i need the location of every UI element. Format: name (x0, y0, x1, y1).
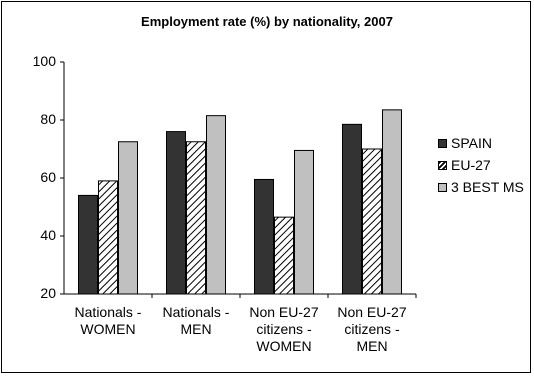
x-category-label-line: citizens - (344, 321, 400, 337)
bar-eu-27 (274, 216, 294, 295)
y-tick-label: 20 (40, 285, 56, 301)
y-tick-label: 60 (40, 169, 56, 185)
legend-swatch (438, 182, 447, 192)
bar-spain (342, 123, 362, 295)
legend-item: 3 BEST MS (438, 176, 524, 198)
bar-3-best-ms (206, 115, 226, 295)
bar-3-best-ms (382, 109, 402, 295)
x-category-label-line: Nationals - (74, 304, 142, 320)
x-category-label: Nationals - WOMEN (64, 304, 152, 338)
bar-eu-27 (186, 141, 206, 295)
legend-item: SPAIN (438, 132, 524, 154)
bar-3-best-ms (118, 141, 138, 295)
x-category-label-line: Nationals - (162, 304, 230, 320)
x-category-label-line: WOMEN (256, 338, 312, 354)
bar-spain (78, 194, 98, 295)
x-category-label-line: citizens - (256, 321, 312, 337)
x-category-label-line: Non EU-27 (337, 304, 407, 320)
legend-label: EU-27 (451, 157, 491, 173)
x-category-label-line: Non EU-27 (249, 304, 319, 320)
x-category-label: Non EU-27 citizens - WOMEN (240, 304, 328, 355)
x-category-label-line: WOMEN (80, 321, 136, 337)
bar-eu-27 (362, 148, 382, 295)
x-category-label: Nationals - MEN (152, 304, 240, 338)
bar-spain (254, 178, 274, 295)
chart-legend: SPAIN EU-27 3 BEST MS (438, 132, 524, 198)
legend-swatch (438, 138, 447, 148)
legend-item: EU-27 (438, 154, 524, 176)
y-tick-label: 80 (40, 111, 56, 127)
chart-title: Employment rate (%) by nationality, 2007 (141, 14, 393, 29)
bar-spain (166, 131, 186, 295)
y-tick-label: 40 (40, 227, 56, 243)
x-category-label-line: MEN (180, 321, 212, 337)
bar-eu-27 (98, 180, 118, 295)
x-category-label-line: MEN (356, 338, 388, 354)
bar-3-best-ms (294, 149, 314, 295)
x-category-label: Non EU-27 citizens - MEN (328, 304, 416, 355)
legend-swatch (438, 160, 447, 170)
y-tick-label: 100 (32, 53, 56, 69)
legend-label: SPAIN (451, 135, 492, 151)
legend-label: 3 BEST MS (451, 179, 524, 195)
